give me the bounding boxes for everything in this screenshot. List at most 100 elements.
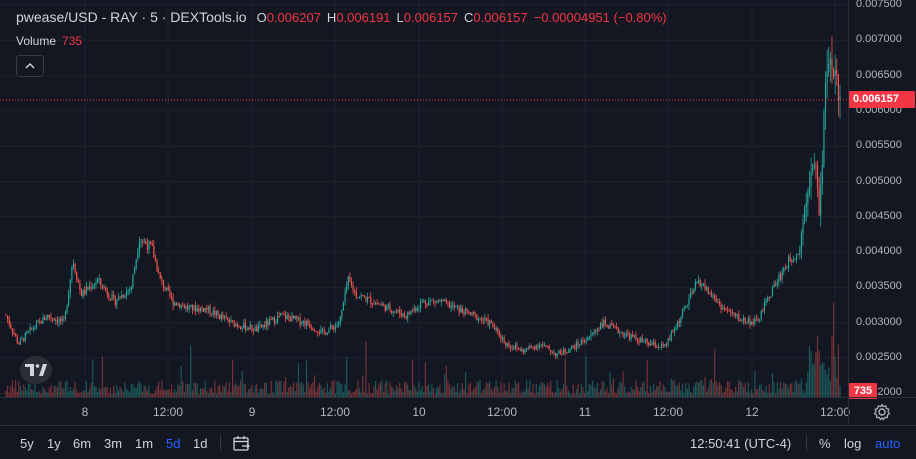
range-1y-button[interactable]: 1y — [47, 436, 61, 451]
range-6m-button[interactable]: 6m — [73, 436, 92, 451]
clock-timezone[interactable]: 12:50:41 (UTC-4) — [690, 436, 792, 451]
volume-bar — [95, 386, 97, 397]
candle-body — [461, 307, 463, 313]
candle-body — [530, 345, 533, 347]
volume-bar — [180, 366, 182, 397]
candle-body — [595, 331, 597, 332]
candle-body — [215, 311, 218, 316]
candle-body — [799, 248, 801, 255]
candle-body — [87, 286, 89, 290]
volume-bar — [582, 387, 584, 397]
candle-body — [556, 353, 558, 357]
volume-bar — [154, 390, 157, 397]
range-5d-button[interactable]: 5d — [166, 436, 181, 451]
volume-bar — [715, 381, 717, 397]
volume-bar — [72, 388, 75, 397]
range-5y-button[interactable]: 5y — [20, 436, 34, 451]
range-1m-button[interactable]: 1m — [135, 436, 154, 451]
candle-body — [826, 71, 828, 83]
calendar-range-icon[interactable] — [233, 435, 251, 452]
candle-body — [113, 294, 115, 297]
candle-body — [500, 336, 502, 340]
candle-body — [596, 329, 598, 332]
tradingview-logo[interactable] — [20, 356, 52, 384]
volume-bar — [116, 385, 118, 397]
price-tick-label: 0.005500 — [856, 139, 902, 152]
candle-body — [574, 346, 576, 350]
volume-bar — [68, 391, 70, 397]
volume-bar — [289, 385, 292, 397]
candlestick-chart[interactable] — [0, 0, 848, 397]
price-axis[interactable]: 0.007500 0.007000 0.006500 0.006000 0.005500… — [848, 0, 916, 399]
volume-bar — [550, 380, 552, 397]
volume-bar — [752, 393, 754, 397]
candle-body — [619, 332, 621, 334]
time-tick-label: 8 — [81, 405, 89, 419]
candle-body — [201, 307, 203, 309]
candle-body — [489, 320, 491, 325]
volume-bar — [527, 388, 529, 397]
auto-toggle[interactable]: auto — [875, 436, 901, 451]
volume-bar — [114, 393, 116, 397]
volume-bar — [566, 385, 568, 397]
volume-bar — [318, 383, 320, 397]
volume-bar — [331, 381, 333, 397]
candle-body — [538, 345, 541, 348]
candle-body — [509, 346, 512, 348]
volume-bar — [103, 387, 105, 397]
close-value: 0.006157 — [473, 10, 528, 25]
candle-body — [779, 274, 782, 280]
volume-bar — [606, 387, 608, 397]
candle-body — [628, 334, 631, 340]
volume-bar — [718, 381, 721, 397]
collapse-legend-button[interactable] — [16, 55, 44, 77]
volume-bar — [37, 391, 39, 397]
candle-body — [174, 302, 176, 306]
volume-bar — [39, 390, 41, 397]
candle-body — [768, 297, 770, 299]
log-toggle[interactable]: log — [844, 436, 862, 451]
candle-body — [199, 307, 202, 312]
candle-body — [19, 339, 22, 345]
volume-bar — [540, 382, 542, 397]
range-3m-button[interactable]: 3m — [104, 436, 123, 451]
tradingview-logo-icon — [25, 364, 47, 376]
volume-bar — [625, 393, 627, 397]
volume-bar — [535, 384, 537, 397]
candle-body — [662, 344, 664, 346]
volume-bar — [824, 369, 827, 397]
candle-body — [669, 338, 671, 341]
candle-body — [582, 340, 584, 342]
candle-body — [477, 318, 480, 321]
volume-bar — [635, 380, 637, 397]
candle-body — [413, 308, 415, 312]
volume-bar — [832, 302, 835, 397]
volume-bar — [622, 371, 624, 397]
volume-bar — [669, 391, 671, 397]
candle-body — [90, 286, 92, 289]
volume-bar — [699, 380, 701, 397]
volume-bar — [746, 391, 748, 397]
volume-bar — [215, 393, 218, 397]
candle-body — [27, 330, 30, 333]
candle-body — [391, 310, 393, 313]
volume-bar — [288, 387, 290, 397]
volume-bar — [567, 390, 570, 397]
volume-bar — [195, 382, 197, 397]
candle-body — [644, 339, 647, 341]
candle-body — [88, 286, 91, 290]
range-1d-button[interactable]: 1d — [193, 436, 208, 451]
price-tick-label: 0.003500 — [856, 280, 902, 293]
percent-toggle[interactable]: % — [819, 436, 831, 451]
candle-body — [74, 264, 76, 273]
gear-icon[interactable] — [873, 403, 891, 421]
volume-bar — [452, 386, 454, 397]
candle-body — [464, 308, 467, 315]
volume-bar — [481, 393, 483, 397]
candle-body — [96, 279, 99, 283]
chart-pane[interactable]: pwease/USD - RAY · 5 · DEXTools.io O 0.00… — [0, 0, 848, 397]
time-axis[interactable]: 8 12:00 9 12:00 10 12:00 11 12:00 12 12:00 — [0, 397, 850, 426]
candle-body — [138, 242, 140, 253]
volume-bar — [432, 388, 435, 397]
candle-body — [787, 256, 790, 268]
